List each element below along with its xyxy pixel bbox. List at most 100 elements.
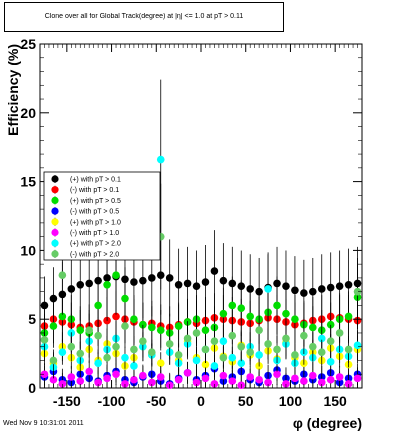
data-point: [353, 287, 362, 296]
data-point: [309, 371, 317, 380]
chart-title: Clone over all for Global Track(degree) …: [44, 13, 244, 20]
data-point: [282, 309, 290, 318]
data-point: [192, 356, 201, 365]
data-point: [40, 370, 49, 379]
data-point: [317, 285, 326, 293]
data-point: [156, 326, 165, 335]
x-tick-label: -100: [98, 393, 126, 409]
y-tick-label: 0: [28, 380, 36, 396]
data-point: [139, 320, 147, 329]
data-point: [192, 378, 201, 387]
title-box: Clone over all for Global Track(degree) …: [4, 2, 284, 32]
legend-label: (-) with pT > 2.0: [70, 251, 119, 258]
legend: (+) with pT > 0.1 (-) with pT > 0.1 (+) wi…: [43, 171, 161, 261]
series-8: [40, 183, 362, 372]
data-point: [112, 271, 120, 279]
data-point: [344, 380, 353, 388]
data-point: [130, 362, 138, 370]
data-point: [282, 380, 290, 388]
legend-marker: [51, 239, 59, 247]
data-point: [201, 374, 210, 383]
data-point: [255, 326, 263, 335]
data-point: [300, 377, 308, 385]
x-tick-label: 0: [197, 393, 205, 409]
data-point: [326, 283, 335, 292]
data-point: [237, 304, 246, 312]
data-point: [309, 323, 317, 332]
data-point: [58, 348, 67, 357]
data-point: [183, 334, 192, 343]
data-point: [201, 326, 210, 335]
data-point: [282, 334, 290, 343]
data-point: [49, 322, 58, 330]
data-point: [282, 282, 290, 290]
data-point: [219, 309, 228, 318]
data-point: [49, 356, 58, 365]
timestamp: Wed Nov 9 10:31:01 2011: [3, 420, 84, 427]
data-point: [85, 367, 93, 376]
legend-marker: [51, 218, 59, 226]
data-point: [228, 377, 237, 385]
data-point: [174, 281, 183, 289]
data-point: [344, 281, 353, 289]
data-point: [246, 312, 254, 321]
data-point: [291, 374, 299, 383]
y-tick-label: 15: [20, 174, 36, 190]
data-point: [255, 351, 263, 359]
data-point: [130, 375, 138, 384]
legend-marker: [51, 207, 59, 215]
data-point: [246, 373, 254, 381]
data-point: [112, 370, 120, 379]
data-point: [58, 312, 67, 321]
data-point: [40, 336, 49, 344]
legend-label: (+) with pT > 0.1: [70, 177, 121, 184]
data-point: [112, 342, 120, 351]
data-point: [300, 331, 308, 340]
data-point: [94, 331, 102, 340]
data-point: [121, 353, 129, 362]
data-point: [174, 375, 183, 384]
data-point: [237, 342, 246, 351]
data-point: [183, 279, 192, 288]
data-point: [246, 285, 254, 293]
data-point: [255, 375, 263, 384]
data-point: [58, 380, 67, 388]
data-point: [219, 353, 228, 362]
data-point: [326, 375, 335, 384]
data-point: [264, 340, 272, 348]
legend-marker: [51, 250, 59, 258]
data-point: [255, 287, 263, 296]
data-point: [309, 287, 317, 296]
data-point: [273, 370, 281, 379]
data-point: [148, 274, 156, 282]
data-point: [156, 359, 165, 368]
data-point: [219, 337, 228, 346]
data-point: [228, 331, 237, 340]
data-point: [156, 373, 165, 381]
data-point: [264, 285, 272, 293]
data-point: [139, 337, 147, 346]
y-tick-label: 10: [20, 242, 36, 258]
legend-label: (+) with pT > 1.0: [70, 219, 121, 226]
data-point: [201, 360, 210, 369]
data-point: [67, 373, 76, 381]
data-point: [85, 279, 93, 288]
data-point: [174, 322, 183, 330]
data-point: [210, 362, 219, 370]
data-point: [264, 378, 272, 387]
data-point: [49, 375, 58, 384]
data-point: [130, 315, 138, 324]
y-axis-title: Efficiency (%): [5, 44, 21, 136]
data-point: [219, 276, 228, 285]
legend-label: (+) with pT > 2.0: [70, 241, 121, 248]
data-point: [174, 351, 183, 359]
data-point: [228, 353, 237, 362]
legend-label: (-) with pT > 0.5: [70, 209, 119, 216]
data-point: [85, 326, 93, 335]
data-point: [148, 348, 156, 357]
data-point: [112, 312, 120, 321]
data-point: [273, 345, 281, 354]
data-point: [326, 320, 335, 329]
data-point: [291, 286, 299, 295]
data-point: [326, 337, 335, 346]
